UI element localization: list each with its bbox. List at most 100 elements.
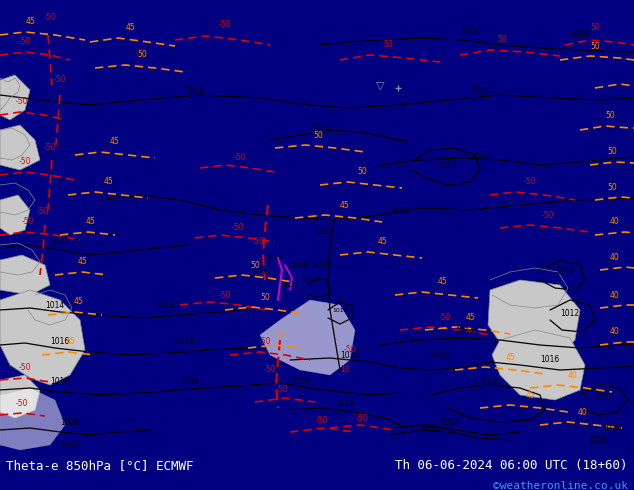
Polygon shape [0,388,65,450]
Text: 40: 40 [609,327,619,337]
Text: ©weatheronline.co.uk: ©weatheronline.co.uk [493,481,628,490]
Text: -50: -50 [19,364,31,372]
Text: 1012: 1012 [332,308,348,313]
Text: 1012: 1012 [555,268,574,276]
Text: 50: 50 [137,50,147,59]
Text: 50: 50 [607,183,617,193]
Text: 1016: 1016 [252,269,268,275]
Polygon shape [260,300,355,375]
Text: 1016: 1016 [430,350,450,360]
Text: 45: 45 [110,138,120,147]
Text: -50: -50 [344,345,356,354]
Text: 1012: 1012 [51,238,70,246]
Text: -50: -50 [252,238,264,246]
Text: 10: 10 [340,366,350,374]
Text: -50: -50 [234,153,246,163]
Text: -50: -50 [439,314,451,322]
Text: 50: 50 [383,41,393,49]
Text: -50: -50 [259,338,271,346]
Text: -50: -50 [19,157,31,167]
Text: -50: -50 [19,38,31,47]
Text: 45: 45 [377,238,387,246]
Text: 45: 45 [73,297,83,307]
Text: 45: 45 [65,338,75,346]
Text: 1012: 1012 [595,393,614,402]
Text: 1019: 1019 [602,423,621,433]
Text: 45: 45 [103,177,113,187]
Text: 1014: 1014 [441,417,460,426]
Text: 50: 50 [357,168,367,176]
Text: 50: 50 [590,24,600,32]
Text: 45: 45 [437,277,447,287]
Text: 1014: 1014 [481,377,500,387]
Text: 1018: 1018 [51,377,70,387]
Text: 45: 45 [77,258,87,267]
Text: -50: -50 [541,211,554,220]
Text: 1018: 1018 [267,255,283,261]
Text: 1012: 1012 [470,150,489,160]
Polygon shape [492,330,585,400]
Text: -50: -50 [316,416,328,424]
Text: -50: -50 [16,398,29,408]
Polygon shape [0,195,30,235]
Text: 1006: 1006 [60,441,80,449]
Text: 1018: 1018 [181,377,200,387]
Text: 1014: 1014 [302,277,318,283]
Polygon shape [0,255,50,295]
Text: 1012: 1012 [311,122,330,131]
Polygon shape [0,125,40,170]
Text: 1016: 1016 [340,350,359,360]
Text: 1016: 1016 [176,338,195,346]
Text: 45: 45 [465,314,475,322]
Text: 50: 50 [313,131,323,141]
Text: 1008: 1008 [571,30,590,40]
Text: 45: 45 [505,353,515,363]
Text: -50: -50 [22,218,34,226]
Text: 1010: 1010 [391,207,410,217]
Text: 1006: 1006 [60,417,80,426]
Text: 1010: 1010 [313,227,332,237]
Text: 50: 50 [260,293,270,301]
Text: ▽: ▽ [376,80,384,90]
Text: 1010: 1010 [185,87,205,96]
Text: 1010: 1010 [470,87,489,96]
Text: 1016: 1016 [588,436,607,444]
Text: 1016: 1016 [50,338,70,346]
Text: 1018: 1018 [290,377,309,387]
Text: -50: -50 [44,14,56,23]
Text: 45: 45 [525,391,535,399]
Text: 1012: 1012 [560,309,579,318]
Text: 40: 40 [567,370,577,379]
Text: -50: -50 [16,98,29,106]
Text: 1016: 1016 [335,399,354,409]
Text: 50: 50 [605,112,615,121]
Text: -50: -50 [276,386,288,394]
Text: 1012: 1012 [439,161,458,170]
Text: 1014: 1014 [46,300,65,310]
Text: 40: 40 [577,408,587,416]
Polygon shape [0,290,85,385]
Text: 50: 50 [607,147,617,156]
Text: 50: 50 [590,43,600,51]
Text: 45: 45 [85,218,95,226]
Polygon shape [0,75,30,120]
Text: -50: -50 [219,291,231,299]
Text: 1018: 1018 [292,262,308,268]
Text: 45: 45 [25,18,35,26]
Text: 50: 50 [250,261,260,270]
Text: 50: 50 [497,35,507,45]
Text: -50: -50 [264,366,276,374]
Polygon shape [0,375,40,418]
Text: -50: -50 [44,144,56,152]
Text: -50: -50 [219,21,231,29]
Text: -50: -50 [54,75,66,84]
Text: -50: -50 [37,207,49,217]
Text: 40: 40 [609,218,619,226]
Text: Th 06-06-2024 06:00 UTC (18+60): Th 06-06-2024 06:00 UTC (18+60) [395,460,628,472]
Text: 1014: 1014 [455,327,475,337]
Polygon shape [488,280,580,365]
Text: 45: 45 [125,24,135,32]
Text: -50: -50 [524,177,536,187]
Text: Theta-e 850hPa [°C] ECMWF: Theta-e 850hPa [°C] ECMWF [6,460,194,472]
Text: 40: 40 [609,291,619,299]
